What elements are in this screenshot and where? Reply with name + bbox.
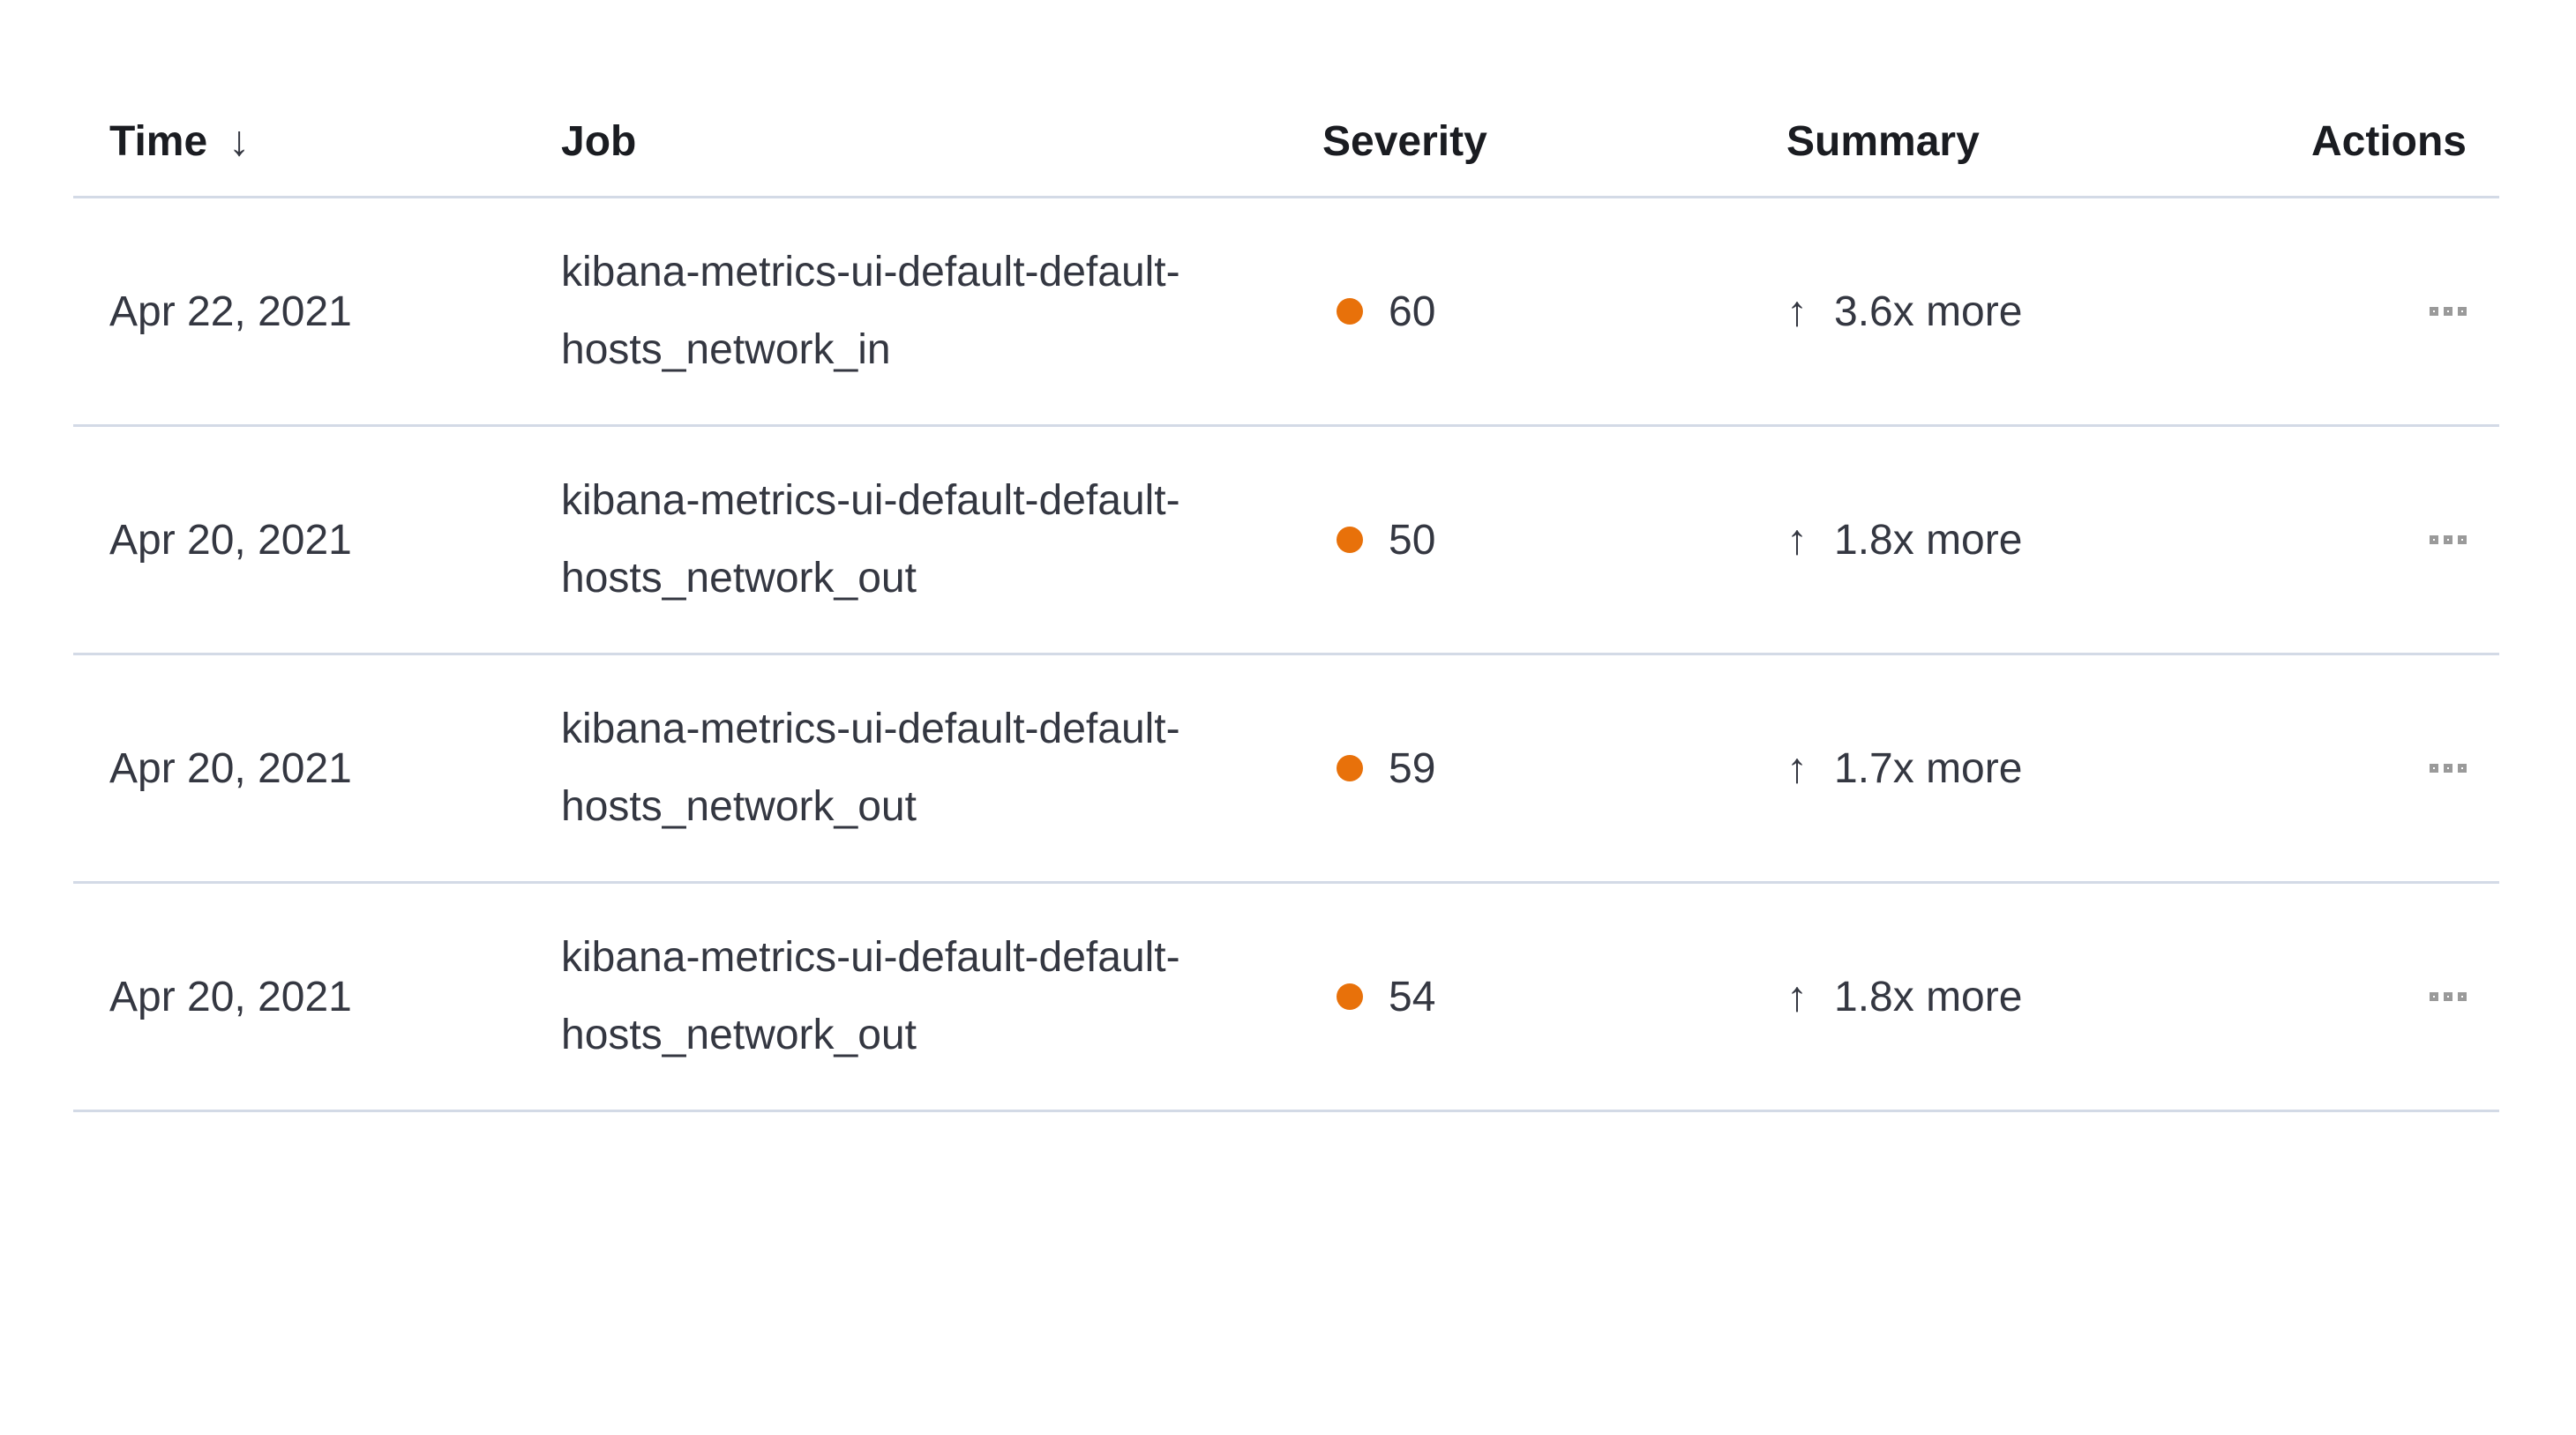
arrow-up-icon: ↑ [1786,973,1808,1020]
summary-value: 1.8x more [1834,973,2023,1020]
actions-cell [2314,528,2499,551]
severity-cell: 54 [1322,973,1786,1021]
job-header-label: Job [561,118,637,165]
row-actions-menu-icon[interactable] [2430,300,2467,323]
severity-value: 50 [1389,516,1436,564]
table-row: Apr 20, 2021 kibana-metrics-ui-default-d… [73,427,2499,655]
summary-cell: ↑ 3.6x more [1786,288,2314,336]
summary-value: 3.6x more [1834,288,2023,335]
anomalies-table: Time ↓ Job Severity Summary Actions Apr … [73,0,2499,1112]
time-header-label: Time [109,118,208,165]
arrow-up-icon: ↑ [1786,288,1808,335]
time-cell: Apr 20, 2021 [73,973,561,1021]
severity-cell: 50 [1322,516,1786,564]
row-actions-menu-icon[interactable] [2430,985,2467,1008]
table-row: Apr 20, 2021 kibana-metrics-ui-default-d… [73,884,2499,1112]
job-cell: kibana-metrics-ui-default-default-hosts_… [561,691,1322,846]
severity-cell: 59 [1322,744,1786,793]
column-header-severity: Severity [1322,117,1786,166]
row-actions-menu-icon[interactable] [2430,757,2467,780]
table-row: Apr 22, 2021 kibana-metrics-ui-default-d… [73,198,2499,427]
sort-descending-icon: ↓ [228,118,251,165]
severity-dot-icon [1337,755,1363,781]
actions-cell [2314,300,2499,323]
job-id: kibana-metrics-ui-default-default-hosts_… [561,249,1180,373]
table-row: Apr 20, 2021 kibana-metrics-ui-default-d… [73,655,2499,884]
job-cell: kibana-metrics-ui-default-default-hosts_… [561,919,1322,1074]
arrow-up-icon: ↑ [1786,744,1808,792]
job-id: kibana-metrics-ui-default-default-hosts_… [561,706,1180,830]
severity-value: 59 [1389,744,1436,792]
time-value: Apr 22, 2021 [109,288,352,335]
time-value: Apr 20, 2021 [109,973,352,1020]
time-cell: Apr 20, 2021 [73,516,561,564]
job-cell: kibana-metrics-ui-default-default-hosts_… [561,462,1322,617]
actions-header-label: Actions [2310,118,2467,165]
actions-cell [2314,757,2499,780]
time-value: Apr 20, 2021 [109,744,352,792]
column-header-actions: Actions [2310,117,2499,166]
severity-cell: 60 [1322,288,1786,336]
column-header-time: Time ↓ [73,117,561,166]
column-header-summary: Summary [1786,117,2314,166]
summary-value: 1.8x more [1834,516,2023,564]
arrow-up-icon: ↑ [1786,516,1808,564]
severity-dot-icon [1337,298,1363,325]
time-cell: Apr 20, 2021 [73,744,561,793]
severity-value: 60 [1389,288,1436,335]
summary-cell: ↑ 1.8x more [1786,516,2314,564]
row-actions-menu-icon[interactable] [2430,528,2467,551]
summary-cell: ↑ 1.7x more [1786,744,2314,793]
severity-dot-icon [1337,983,1363,1010]
summary-cell: ↑ 1.8x more [1786,973,2314,1021]
job-id: kibana-metrics-ui-default-default-hosts_… [561,934,1180,1058]
table-header-row: Time ↓ Job Severity Summary Actions [73,0,2499,198]
actions-cell [2314,985,2499,1008]
summary-header-label: Summary [1786,118,1980,165]
column-header-job: Job [561,117,1322,166]
time-value: Apr 20, 2021 [109,516,352,564]
time-cell: Apr 22, 2021 [73,288,561,336]
job-cell: kibana-metrics-ui-default-default-hosts_… [561,234,1322,389]
sort-by-time-button[interactable]: Time ↓ [109,117,561,166]
job-id: kibana-metrics-ui-default-default-hosts_… [561,477,1180,602]
severity-dot-icon [1337,527,1363,553]
severity-value: 54 [1389,973,1436,1020]
summary-value: 1.7x more [1834,744,2023,792]
severity-header-label: Severity [1322,118,1487,165]
